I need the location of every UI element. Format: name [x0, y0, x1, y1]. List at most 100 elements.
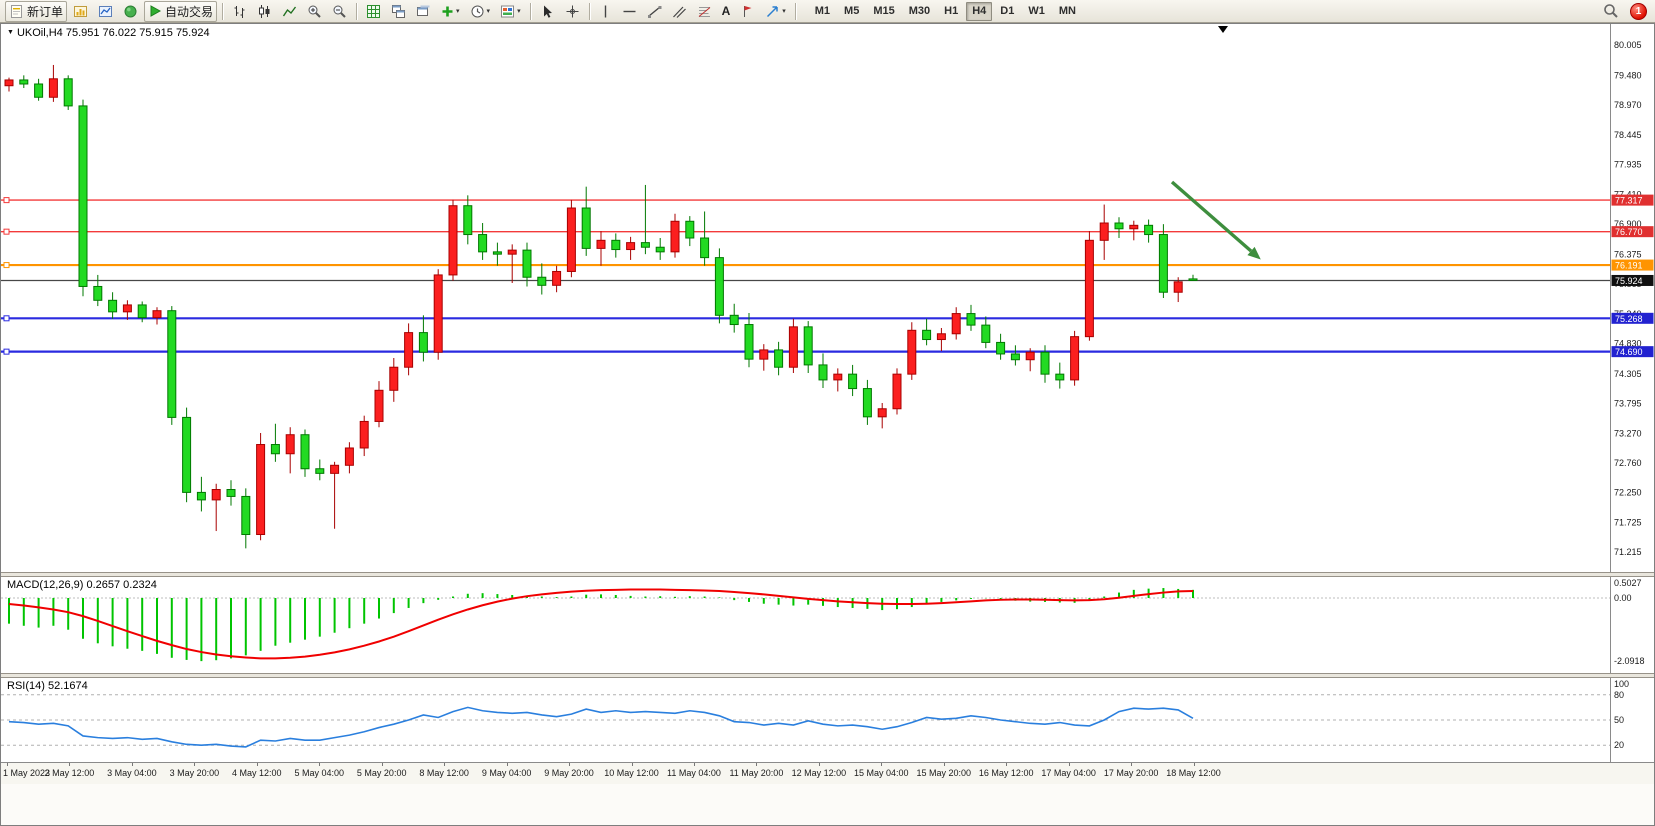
navigator-icon — [123, 4, 138, 19]
time-axis[interactable]: 1 May 2023 2 May 12:00 3 May 04:00 3 May 20… — [1, 762, 1654, 784]
indicators-button[interactable]: ▾ — [437, 1, 464, 22]
price-label-text: 75.924 — [1615, 276, 1643, 286]
time-tick — [69, 763, 71, 766]
text-tool-button[interactable]: A — [718, 1, 735, 22]
crosshair-tool-button[interactable] — [561, 1, 584, 22]
arrow-shape-icon — [765, 4, 780, 19]
timeframe-button-w1[interactable]: W1 — [1028, 4, 1045, 17]
candle-body — [818, 364, 828, 381]
time-tick — [569, 763, 571, 766]
macd-panel-canvas[interactable]: 0.5027 0.00 -2.0918 — [1, 577, 1654, 673]
clock-icon — [470, 4, 485, 19]
timeframe-button-m5[interactable]: M5 — [844, 4, 860, 17]
line-anchor-handle[interactable] — [3, 262, 10, 269]
time-tick — [818, 763, 820, 766]
annotation-arrow-shaft[interactable] — [1170, 180, 1253, 253]
new-order-button[interactable]: 新订单 — [5, 0, 68, 22]
price-label-text: 75.268 — [1615, 314, 1643, 324]
timeframe-button-m1[interactable]: M1 — [814, 4, 831, 17]
toolbar-right-tools: 1 — [1598, 1, 1651, 22]
rsi-tick-label: 80 — [1614, 690, 1624, 700]
time-axis-label: 3 May 04:00 — [107, 768, 157, 778]
candle-body — [774, 349, 784, 368]
time-tick — [693, 763, 695, 766]
new-order-label: 新订单 — [27, 4, 64, 19]
label-tool-button[interactable] — [736, 1, 759, 22]
line-anchor-handle[interactable] — [3, 228, 10, 235]
price-tick-label: 73.270 — [1614, 429, 1642, 439]
auto-trading-play-icon — [148, 4, 162, 18]
time-axis-label: 10 May 12:00 — [604, 768, 659, 778]
timeframe-button-h1[interactable]: H1 — [944, 4, 959, 17]
time-tick — [756, 763, 758, 766]
auto-trading-button[interactable]: 自动交易 — [144, 0, 218, 22]
horizontal-line-tool-button[interactable] — [618, 1, 641, 22]
templates-button[interactable]: ▾ — [496, 1, 525, 22]
line-anchor-handle[interactable] — [3, 197, 10, 204]
charts-profile-button[interactable] — [69, 1, 92, 22]
macd-signal-line — [8, 588, 1194, 660]
timeframe-button-m15[interactable]: M15 — [873, 4, 895, 17]
candle-body — [714, 257, 724, 316]
timeframe-button-d1[interactable]: D1 — [1000, 4, 1015, 17]
trendline-tool-button[interactable] — [643, 1, 666, 22]
grid-toggle-button[interactable] — [362, 1, 385, 22]
main-chart-canvas[interactable]: 80.00579.48078.97078.44577.93577.41076.9… — [1, 24, 1654, 573]
shapes-tool-button[interactable]: ▾ — [761, 1, 790, 22]
channel-tool-button[interactable] — [668, 1, 691, 22]
vertical-line-tool-button[interactable] — [595, 1, 616, 22]
candle-body — [241, 495, 251, 536]
panel-splitter[interactable] — [1, 572, 1654, 577]
panel-splitter[interactable] — [1, 673, 1654, 678]
candle-body — [877, 408, 887, 418]
tile-windows-button[interactable] — [387, 1, 410, 22]
candle-body — [626, 242, 636, 251]
line-anchor-handle[interactable] — [3, 348, 10, 355]
time-axis-label: 2 May 12:00 — [44, 768, 95, 778]
chart-shift-marker[interactable] — [1218, 26, 1228, 33]
zoom-out-button[interactable] — [328, 1, 351, 22]
annotation-arrow-head[interactable] — [1247, 246, 1261, 260]
zoom-in-button[interactable] — [303, 1, 326, 22]
time-axis-label: 4 May 12:00 — [232, 768, 282, 778]
cascade-windows-button[interactable] — [412, 1, 435, 22]
window-menu-triangle-icon[interactable]: ▼ — [7, 29, 14, 36]
candle-body — [433, 274, 443, 353]
vertical-line-icon — [599, 4, 612, 19]
candlestick-mode-button[interactable] — [253, 1, 276, 22]
candle-body — [374, 389, 384, 422]
candle-body — [1158, 234, 1168, 293]
new-order-icon — [9, 4, 24, 19]
timeframe-button-h4[interactable]: H4 — [966, 1, 993, 21]
chart-window: 80.00579.48078.97078.44577.93577.41076.9… — [0, 23, 1655, 826]
candle-body — [892, 373, 902, 410]
candle-body — [848, 373, 858, 390]
candle-body — [1025, 351, 1035, 361]
bar-chart-mode-button[interactable] — [228, 1, 251, 22]
fibonacci-tool-button[interactable] — [693, 1, 716, 22]
chart-symbol-title: ▼ UKOil,H4 75.951 76.022 75.915 75.924 — [7, 27, 210, 39]
candle-body — [122, 304, 132, 313]
notification-badge[interactable]: 1 — [1630, 2, 1647, 20]
timeframe-button-mn[interactable]: MN — [1058, 4, 1076, 17]
market-watch-button[interactable] — [94, 1, 117, 22]
time-axis-label: 9 May 20:00 — [544, 768, 594, 778]
candle-body — [685, 220, 695, 239]
candle-body — [1055, 373, 1065, 381]
time-tick — [444, 763, 446, 766]
cursor-tool-button[interactable] — [536, 1, 559, 22]
timeframe-button-m30[interactable]: M30 — [908, 4, 931, 17]
candle-body — [93, 285, 103, 301]
time-tick — [381, 763, 383, 766]
periods-button[interactable]: ▾ — [466, 1, 495, 22]
candle-body — [285, 434, 295, 455]
navigator-button[interactable] — [119, 1, 142, 22]
time-tick — [631, 763, 633, 766]
line-anchor-handle[interactable] — [3, 315, 10, 322]
price-tick-label: 77.935 — [1614, 159, 1642, 169]
candle-body — [1114, 222, 1124, 230]
line-chart-mode-button[interactable] — [278, 1, 301, 22]
search-button[interactable] — [1599, 1, 1623, 22]
candle-body — [270, 444, 280, 455]
